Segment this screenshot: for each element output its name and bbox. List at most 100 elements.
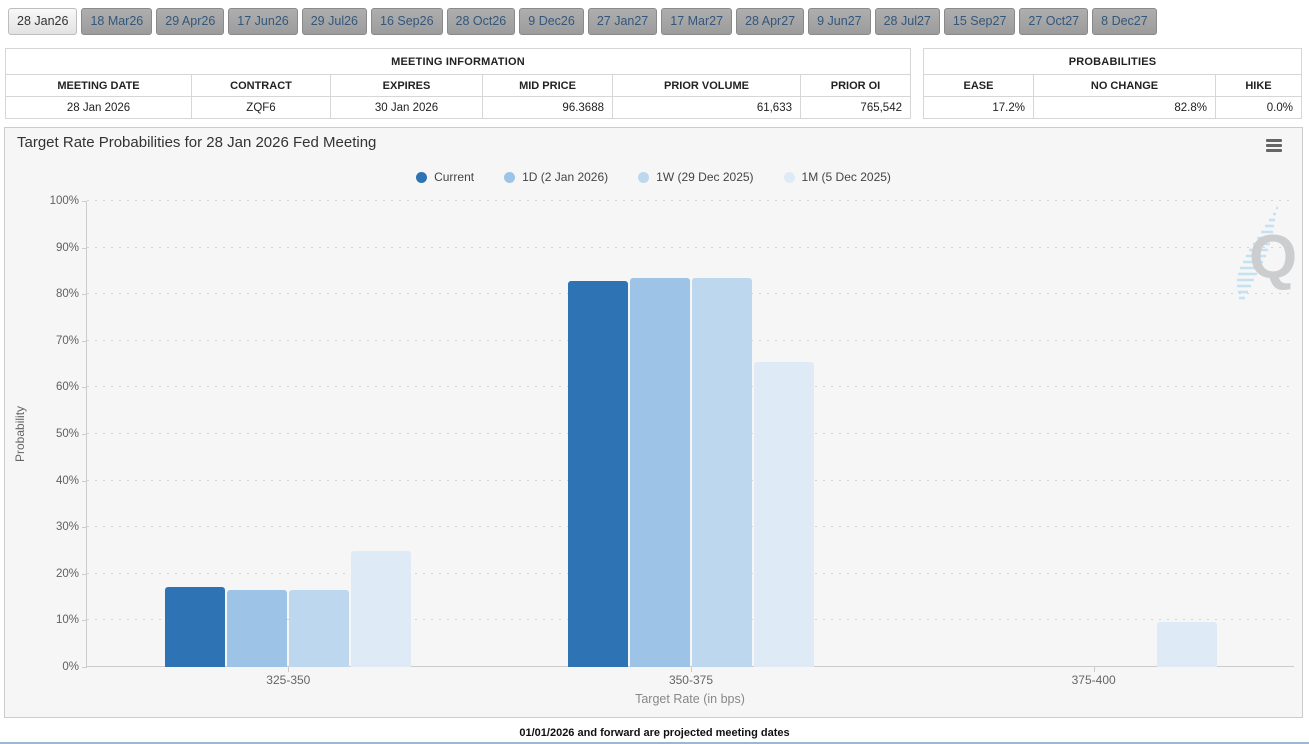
meeting-tab-28-jan26[interactable]: 28 Jan26 xyxy=(8,8,78,35)
x-axis-title: Target Rate (in bps) xyxy=(635,692,745,706)
y-axis-tick-mark xyxy=(82,340,87,342)
meeting-tab-27-jan27[interactable]: 27 Jan27 xyxy=(587,8,658,35)
meeting-tab-9-jun27[interactable]: 9 Jun27 xyxy=(808,8,871,35)
meeting-tab-28-apr27[interactable]: 28 Apr27 xyxy=(736,8,805,35)
probabilities-table: PROBABILITIES EASE NO CHANGE HIKE 17.2% … xyxy=(923,48,1302,119)
y-axis-tick-mark xyxy=(82,294,87,296)
y-axis-tick-mark xyxy=(82,480,87,482)
meeting-tab-8-dec27[interactable]: 8 Dec27 xyxy=(1092,8,1157,35)
legend-marker-icon xyxy=(416,171,428,183)
y-axis-tick-label: 90% xyxy=(55,241,79,254)
projected-dates-note: 01/01/2026 and forward are projected mee… xyxy=(519,727,790,739)
contract-value: ZQF6 xyxy=(191,96,331,119)
meeting-tab-15-sep27[interactable]: 15 Sep27 xyxy=(943,8,1016,35)
gridline xyxy=(87,619,1294,621)
legend-label: 1W (29 Dec 2025) xyxy=(656,170,754,184)
col-mid-price: MID PRICE xyxy=(482,74,613,97)
x-axis-tick-mark xyxy=(288,667,290,672)
prior-oi-value: 765,542 xyxy=(800,96,911,119)
gridline xyxy=(87,479,1294,481)
y-axis-tick-label: 60% xyxy=(55,381,79,394)
meeting-tab-28-oct26[interactable]: 28 Oct26 xyxy=(446,8,516,35)
legend-label: Current xyxy=(434,170,475,184)
y-axis-tick-label: 30% xyxy=(55,521,79,534)
meeting-tab-29-jul26[interactable]: 29 Jul26 xyxy=(301,8,367,35)
meeting-tab-29-apr26[interactable]: 29 Apr26 xyxy=(156,8,225,35)
bar-1w-350-375 xyxy=(692,278,752,667)
col-contract: CONTRACT xyxy=(191,74,331,97)
meeting-date-tabs: 28 Jan26 18 Mar26 29 Apr26 17 Jun26 29 Jul26… xyxy=(8,8,1157,35)
bar-1m-375-400 xyxy=(1156,621,1217,667)
gridline xyxy=(87,293,1294,295)
gridline xyxy=(87,526,1294,528)
y-axis-tick-label: 50% xyxy=(55,428,79,440)
legend-item-1w[interactable]: 1W (29 Dec 2025) xyxy=(638,170,754,184)
meeting-tab-18-mar26[interactable]: 18 Mar26 xyxy=(81,8,153,35)
gridline xyxy=(87,200,1294,201)
col-prior-volume: PRIOR VOLUME xyxy=(612,74,801,97)
meeting-tab-9-dec26[interactable]: 9 Dec26 xyxy=(519,8,584,35)
prior-volume-value: 61,633 xyxy=(612,96,801,119)
gridline xyxy=(87,433,1294,434)
meeting-tab-17-jun26[interactable]: 17 Jun26 xyxy=(228,8,298,35)
table-row: 28 Jan 2026 ZQF6 30 Jan 2026 96.3688 61,… xyxy=(5,96,911,119)
gridline xyxy=(87,339,1294,341)
meeting-information-table: MEETING INFORMATION MEETING DATE CONTRAC… xyxy=(5,48,911,119)
y-axis-title: Probability xyxy=(13,405,27,463)
legend-marker-icon xyxy=(504,171,516,183)
bar-current-350-375 xyxy=(568,281,628,667)
y-axis-tick-label: 20% xyxy=(55,567,79,580)
x-axis-tick-mark xyxy=(1093,667,1095,672)
bar-current-325-350 xyxy=(165,586,226,667)
gridline xyxy=(87,572,1294,574)
expires-value: 30 Jan 2026 xyxy=(330,96,483,119)
meeting-info-title: MEETING INFORMATION xyxy=(5,48,911,75)
y-axis-tick-mark xyxy=(82,620,87,622)
legend-label: 1M (5 Dec 2025) xyxy=(801,170,891,184)
col-prior-oi: PRIOR OI xyxy=(800,74,911,97)
mid-price-value: 96.3688 xyxy=(482,96,613,119)
bottom-accent-rule xyxy=(0,742,1309,744)
col-hike: HIKE xyxy=(1215,74,1302,97)
chart-panel: Target Rate Probabilities for 28 Jan 202… xyxy=(4,127,1303,718)
svg-text:Q: Q xyxy=(1249,223,1297,292)
x-axis-tick-mark xyxy=(691,667,692,672)
bar-1d-350-375 xyxy=(630,278,690,667)
gridline xyxy=(87,246,1294,248)
col-meeting-date: MEETING DATE xyxy=(5,74,192,97)
meeting-tab-17-mar27[interactable]: 17 Mar27 xyxy=(661,8,733,35)
legend-item-1d[interactable]: 1D (2 Jan 2026) xyxy=(504,170,608,184)
no-change-value: 82.8% xyxy=(1033,96,1216,119)
meeting-tab-28-jul27[interactable]: 28 Jul27 xyxy=(874,8,940,35)
meeting-tab-16-sep26[interactable]: 16 Sep26 xyxy=(371,8,443,35)
ease-value: 17.2% xyxy=(923,96,1034,119)
bar-1d-325-350 xyxy=(227,589,288,667)
col-expires: EXPIRES xyxy=(330,74,483,97)
y-axis-tick-label: 80% xyxy=(55,288,79,301)
meeting-date-value: 28 Jan 2026 xyxy=(5,96,192,119)
bar-1w-325-350 xyxy=(289,589,350,667)
summary-tables: MEETING INFORMATION MEETING DATE CONTRAC… xyxy=(5,48,1302,119)
y-axis-tick-mark xyxy=(82,201,87,202)
meeting-tab-27-oct27[interactable]: 27 Oct27 xyxy=(1019,8,1089,35)
x-axis-category-label: 325-350 xyxy=(266,673,311,687)
bar-1m-350-375 xyxy=(754,362,814,667)
legend-marker-icon xyxy=(783,171,795,183)
y-axis-tick-mark xyxy=(82,434,87,435)
y-axis-tick-mark xyxy=(82,387,87,389)
y-axis-tick-label: 0% xyxy=(62,661,79,673)
quikstrike-q-logo-watermark-icon: Q xyxy=(1237,206,1297,300)
col-no-change: NO CHANGE xyxy=(1033,74,1216,97)
col-ease: EASE xyxy=(923,74,1034,97)
hamburger-menu-icon[interactable] xyxy=(1266,139,1282,154)
y-axis-tick-label: 40% xyxy=(55,474,79,487)
plot-area: 0% 10% 20% 30% 40% 50% 60% 70% 80% 90% 100% 325-350… xyxy=(50,195,1294,687)
chart-legend: Current 1D (2 Jan 2026) 1W (29 Dec 2025) 1M… xyxy=(5,170,1302,184)
legend-marker-icon xyxy=(638,171,650,183)
y-axis-tick-mark xyxy=(82,667,87,668)
legend-item-1m[interactable]: 1M (5 Dec 2025) xyxy=(783,170,891,184)
y-axis-tick-mark xyxy=(82,527,87,529)
x-axis-category-label: 375-400 xyxy=(1071,673,1116,687)
legend-item-current[interactable]: Current xyxy=(416,170,474,184)
